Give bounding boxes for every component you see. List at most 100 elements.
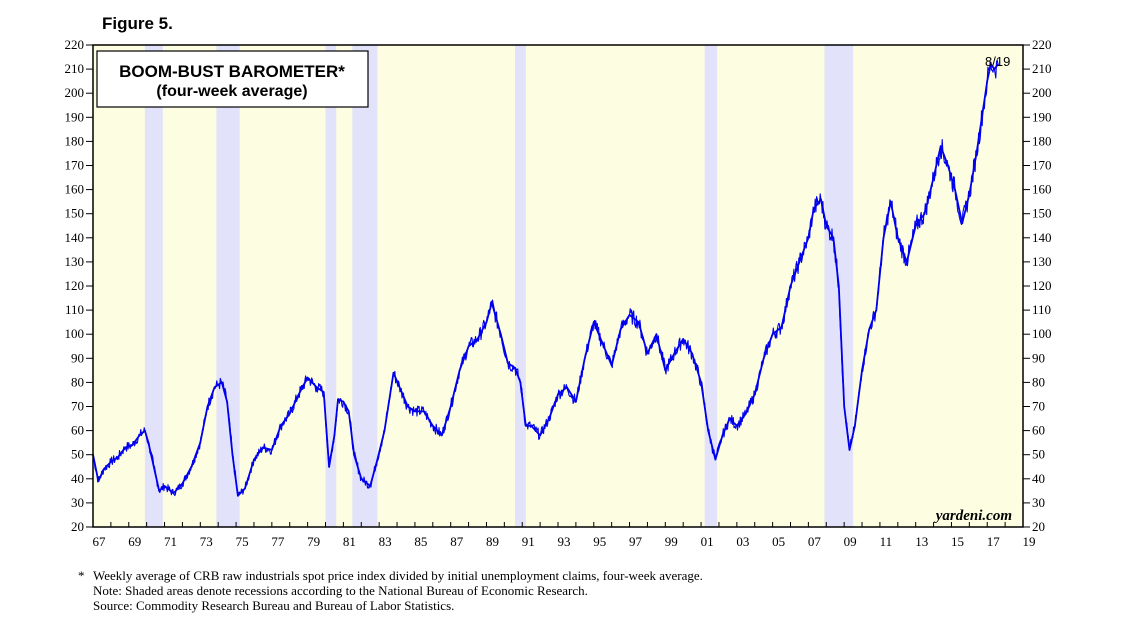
data-point xyxy=(347,410,350,413)
data-point xyxy=(947,164,949,167)
data-point xyxy=(458,369,461,372)
data-point xyxy=(399,388,402,391)
data-point xyxy=(728,417,731,420)
footnote-line-3: Source: Commodity Research Bureau and Bu… xyxy=(93,598,455,613)
data-point xyxy=(714,458,717,461)
x-tick-label: 71 xyxy=(164,534,177,549)
y-tick-label-left: 50 xyxy=(71,447,84,462)
recession-band-4 xyxy=(352,45,378,527)
data-point xyxy=(986,80,989,82)
recession-band-5 xyxy=(515,45,526,527)
chart-subtitle: (four-week average) xyxy=(156,83,307,100)
data-point xyxy=(476,338,479,340)
y-tick-label-right: 80 xyxy=(1032,374,1045,389)
y-tick-label-right: 50 xyxy=(1032,447,1045,462)
data-point xyxy=(369,485,372,487)
x-tick-label: 75 xyxy=(236,534,249,549)
data-point xyxy=(231,453,234,456)
data-point xyxy=(961,222,964,225)
data-point xyxy=(253,458,255,461)
data-point xyxy=(825,224,828,227)
data-point xyxy=(206,405,209,408)
data-point xyxy=(673,352,676,355)
data-point xyxy=(449,405,452,408)
data-point xyxy=(190,465,193,468)
data-point xyxy=(954,188,956,191)
data-point xyxy=(592,321,595,323)
data-point xyxy=(896,236,899,239)
data-point xyxy=(721,434,724,437)
data-point xyxy=(843,405,846,408)
data-point xyxy=(110,461,112,463)
data-point xyxy=(820,198,822,201)
x-tick-label: 97 xyxy=(629,534,643,549)
data-point xyxy=(982,104,985,107)
y-tick-label-right: 30 xyxy=(1032,495,1045,510)
y-tick-label-right: 130 xyxy=(1032,254,1052,269)
data-point xyxy=(288,412,291,415)
data-point xyxy=(131,444,134,446)
chart-title-box: BOOM-BUST BAROMETER* (four-week average) xyxy=(96,50,369,108)
y-tick-label-right: 150 xyxy=(1032,206,1052,221)
y-tick-label-left: 150 xyxy=(65,206,85,221)
data-point xyxy=(431,424,434,427)
x-tick-label: 09 xyxy=(844,534,857,549)
data-point xyxy=(610,364,613,367)
data-point xyxy=(414,410,416,413)
data-point xyxy=(637,321,640,323)
data-point xyxy=(905,261,908,263)
recession-band-6 xyxy=(704,45,718,527)
data-point xyxy=(499,333,502,336)
y-tick-label-right: 160 xyxy=(1032,182,1052,197)
data-point xyxy=(360,477,363,480)
data-point xyxy=(889,200,892,203)
data-point xyxy=(213,386,216,389)
data-point xyxy=(812,208,815,210)
y-tick-label-left: 100 xyxy=(65,326,85,341)
y-tick-label-left: 70 xyxy=(71,399,84,414)
y-tick-label-right: 190 xyxy=(1032,109,1052,124)
data-point xyxy=(753,393,756,396)
data-point xyxy=(682,338,685,340)
x-tick-label: 19 xyxy=(1023,534,1036,549)
recession-band-3 xyxy=(325,45,337,527)
y-tick-label-right: 220 xyxy=(1032,37,1052,52)
data-point xyxy=(353,453,355,456)
x-tick-label: 77 xyxy=(271,534,285,549)
data-point xyxy=(124,446,127,449)
data-point xyxy=(789,285,792,287)
data-point xyxy=(297,393,300,396)
y-tick-label-right: 210 xyxy=(1032,61,1052,76)
data-point xyxy=(199,441,202,444)
data-point xyxy=(539,434,541,437)
data-point xyxy=(163,485,166,487)
data-point xyxy=(524,424,527,427)
data-point xyxy=(514,367,516,369)
data-point xyxy=(993,68,996,70)
data-point xyxy=(217,383,220,386)
y-tick-label-left: 120 xyxy=(65,278,85,293)
x-tick-label: 79 xyxy=(307,534,320,549)
x-tick-label: 11 xyxy=(880,534,893,549)
data-point xyxy=(519,381,522,384)
y-tick-label-left: 210 xyxy=(65,61,85,76)
data-point xyxy=(837,285,840,287)
data-point xyxy=(762,357,765,360)
data-point xyxy=(220,381,223,384)
recession-band-1 xyxy=(144,45,163,527)
data-point xyxy=(566,386,568,389)
data-point xyxy=(882,236,885,239)
y-tick-label-left: 110 xyxy=(65,302,84,317)
data-point xyxy=(237,494,239,497)
data-point xyxy=(914,224,917,227)
y-tick-label-left: 220 xyxy=(65,37,85,52)
data-point xyxy=(854,424,856,427)
data-point xyxy=(575,400,577,403)
data-point xyxy=(735,424,738,427)
x-tick-label: 81 xyxy=(343,534,356,549)
data-point xyxy=(771,333,774,336)
figure-label: Figure 5. xyxy=(102,14,173,33)
footnote-definition: * Weekly average of CRB raw industrials s… xyxy=(78,568,703,583)
data-point xyxy=(328,465,330,468)
y-tick-label-right: 170 xyxy=(1032,158,1052,173)
